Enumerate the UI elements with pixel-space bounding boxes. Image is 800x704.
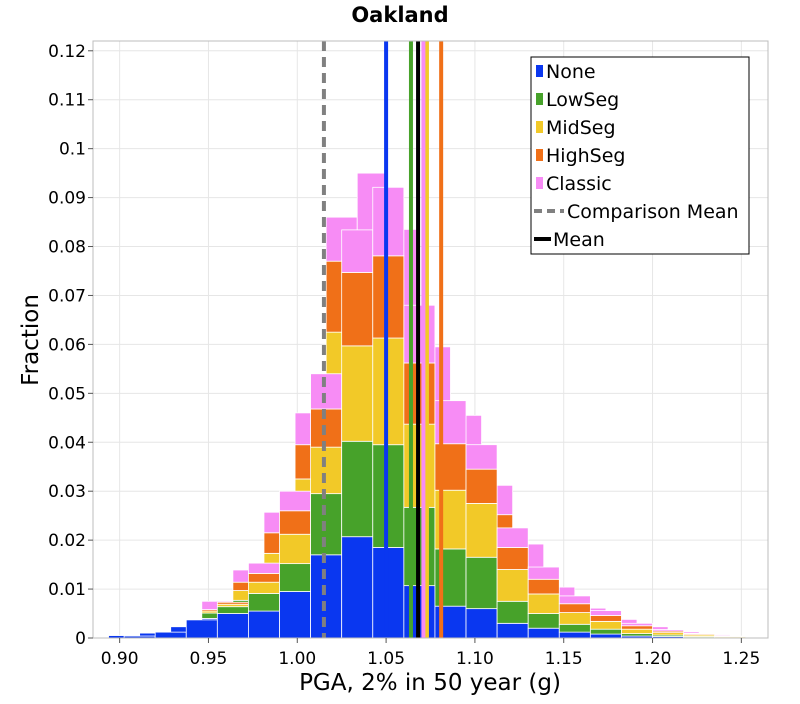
x-tick-label: 1.15 [545,649,583,669]
bar-lowseg [248,593,279,611]
bar-none [217,614,248,638]
x-tick-label: 1.25 [722,649,760,669]
bar-lowseg [342,441,373,536]
bar-midseg [280,534,311,563]
legend-swatch [536,121,543,133]
y-tick-label: 0.07 [48,286,86,306]
bar-none [280,592,311,638]
legend-swatch [536,65,543,77]
legend-label: None [546,61,596,83]
bar-classic [559,596,590,604]
bar-midseg [466,503,497,557]
x-tick-label: 0.90 [101,649,139,669]
x-tick-label: 0.95 [190,649,228,669]
y-tick-label: 0.1 [59,140,86,160]
bar-lowseg [590,629,621,634]
y-tick-label: 0.09 [48,189,86,209]
legend-label: HighSeg [546,145,625,167]
bar-classic [280,491,311,511]
bar-midseg [559,613,590,625]
bar-highseg [497,547,528,569]
bar-none [248,611,279,638]
bar-none [528,628,559,638]
y-tick-label: 0.02 [48,531,86,551]
legend-swatch [536,93,543,105]
bar-lowseg [217,607,248,614]
bar-midseg [621,629,652,633]
bar-none [497,623,528,638]
legend-label: Mean [553,229,605,251]
bar-classic [590,611,621,616]
y-tick-label: 0.12 [48,42,86,62]
bar-none [342,537,373,638]
bar-highseg [373,256,404,338]
legend-label: Classic [546,173,612,195]
legend-label: MidSeg [546,117,616,139]
bar-none [311,555,342,638]
bar-classic [373,187,404,256]
y-tick-label: 0.03 [48,482,86,502]
bar-classic [528,567,559,579]
bar-midseg [497,569,528,601]
y-axis-title: Fraction [18,294,44,386]
bar-none [590,634,621,638]
y-tick-label: 0 [75,629,86,649]
x-tick-label: 1.00 [278,649,316,669]
bar-highseg [342,272,373,345]
bar-classic [621,623,652,625]
bar-midseg [373,338,404,445]
bar-none [466,609,497,638]
bar-highseg [621,626,652,629]
bar-none [155,632,186,638]
legend: None LowSeg MidSeg HighSeg Classic Comparison… [531,57,749,254]
bar-midseg [311,447,342,493]
bar-lowseg [466,557,497,608]
bar-classic [248,563,279,573]
bar-lowseg [497,601,528,623]
legend-label: LowSeg [546,89,619,111]
legend-swatch [536,177,543,189]
bar-lowseg [559,624,590,632]
y-tick-label: 0.06 [48,335,86,355]
bar-highseg [559,604,590,613]
bar-highseg [528,579,559,594]
y-tick-label: 0.05 [48,384,86,404]
y-tick-label: 0.08 [48,238,86,258]
bar-midseg [342,346,373,441]
bar-midseg [528,594,559,614]
bar-classic [497,528,528,548]
y-tick-label: 0.04 [48,433,86,453]
y-tick-label: 0.01 [48,580,86,600]
bar-highseg [280,511,311,534]
bar-midseg [590,621,621,629]
bar-highseg [311,409,342,447]
bar-highseg [466,469,497,503]
legend-label: Comparison Mean [567,201,739,223]
bar-highseg [248,573,279,582]
bar-midseg [248,582,279,593]
bar-classic [311,374,342,409]
bar-classic [342,230,373,273]
x-tick-label: 1.20 [634,649,672,669]
x-axis-title: PGA, 2% in 50 year (g) [299,670,561,696]
bar-highseg [217,602,248,604]
bar-lowseg [311,494,342,555]
chart-title: Oakland [351,3,448,27]
bar-none [186,620,217,638]
bar-highseg [590,615,621,621]
bar-lowseg [373,445,404,548]
bar-none [559,632,590,638]
bar-lowseg [280,564,311,592]
bar-lowseg [528,614,559,629]
legend-swatch [536,149,543,161]
x-tick-label: 1.10 [456,649,494,669]
bar-classic [653,630,684,631]
bar-classic [466,445,497,469]
bar-none [373,547,404,638]
y-tick-label: 0.11 [48,91,86,111]
x-tick-label: 1.05 [367,649,405,669]
